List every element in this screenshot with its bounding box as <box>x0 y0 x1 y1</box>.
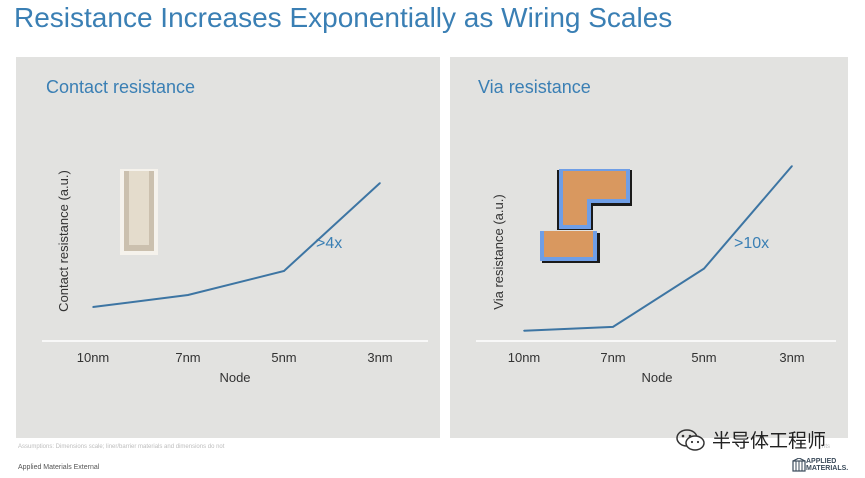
data-point <box>791 165 793 167</box>
classification-label: Applied Materials External <box>18 464 100 471</box>
contact-cross-section-icon <box>120 169 158 255</box>
footnote: Assumptions: Dimensions scale; liner/bar… <box>18 444 225 450</box>
footnote-right: nts <box>822 444 831 450</box>
data-point <box>92 306 94 308</box>
data-point <box>187 294 189 296</box>
x-tick-label: 10nm <box>77 350 110 365</box>
contact-series <box>92 182 381 308</box>
data-point <box>703 267 705 270</box>
x-axis-label: Node <box>219 370 250 385</box>
x-tick-label: 7nm <box>600 350 625 365</box>
y-axis-label: Via resistance (a.u.) <box>491 194 506 309</box>
contact-resistance-chart: Contact resistance (a.u.) Node >4x 10nm 7… <box>42 169 428 385</box>
brand-name: APPLIED MATERIALS. <box>806 458 849 472</box>
data-point <box>612 326 614 328</box>
x-tick-labels: 10nm 7nm 5nm 3nm <box>508 350 805 365</box>
x-tick-label: 5nm <box>691 350 716 365</box>
y-axis-label: Contact resistance (a.u.) <box>56 170 71 312</box>
x-tick-label: 3nm <box>779 350 804 365</box>
growth-annotation: >4x <box>316 235 342 252</box>
x-tick-label: 5nm <box>271 350 296 365</box>
via-series <box>523 165 793 332</box>
applied-materials-logo-icon <box>792 458 806 472</box>
x-tick-label: 3nm <box>367 350 392 365</box>
growth-annotation: >10x <box>734 235 769 252</box>
x-tick-labels: 10nm 7nm 5nm 3nm <box>77 350 393 365</box>
panel-title: Via resistance <box>478 77 591 97</box>
data-point <box>283 270 285 272</box>
x-axis-label: Node <box>641 370 672 385</box>
via-resistance-panel: Via resistance Via resistance (a.u.) Nod… <box>450 57 848 438</box>
watermark-text: 半导体工程师 <box>712 430 827 452</box>
panel-title: Contact resistance <box>46 77 196 97</box>
data-point <box>523 329 525 332</box>
slide-title: Resistance Increases Exponentially as Wi… <box>14 2 673 33</box>
series-line <box>523 165 793 332</box>
watermark: 半导体工程师 <box>676 426 826 453</box>
via-resistance-chart: Via resistance (a.u.) Node >10x 10nm 7nm 5… <box>476 165 836 385</box>
brand-logo: APPLIED MATERIALS. <box>792 458 849 472</box>
wechat-icon <box>676 428 705 451</box>
x-tick-label: 7nm <box>175 350 200 365</box>
via-cross-section-icon <box>540 169 632 263</box>
x-tick-label: 10nm <box>508 350 541 365</box>
data-point <box>379 182 381 184</box>
series-line <box>92 182 381 308</box>
contact-resistance-panel: Contact resistance Contact resistance (a… <box>16 57 440 438</box>
